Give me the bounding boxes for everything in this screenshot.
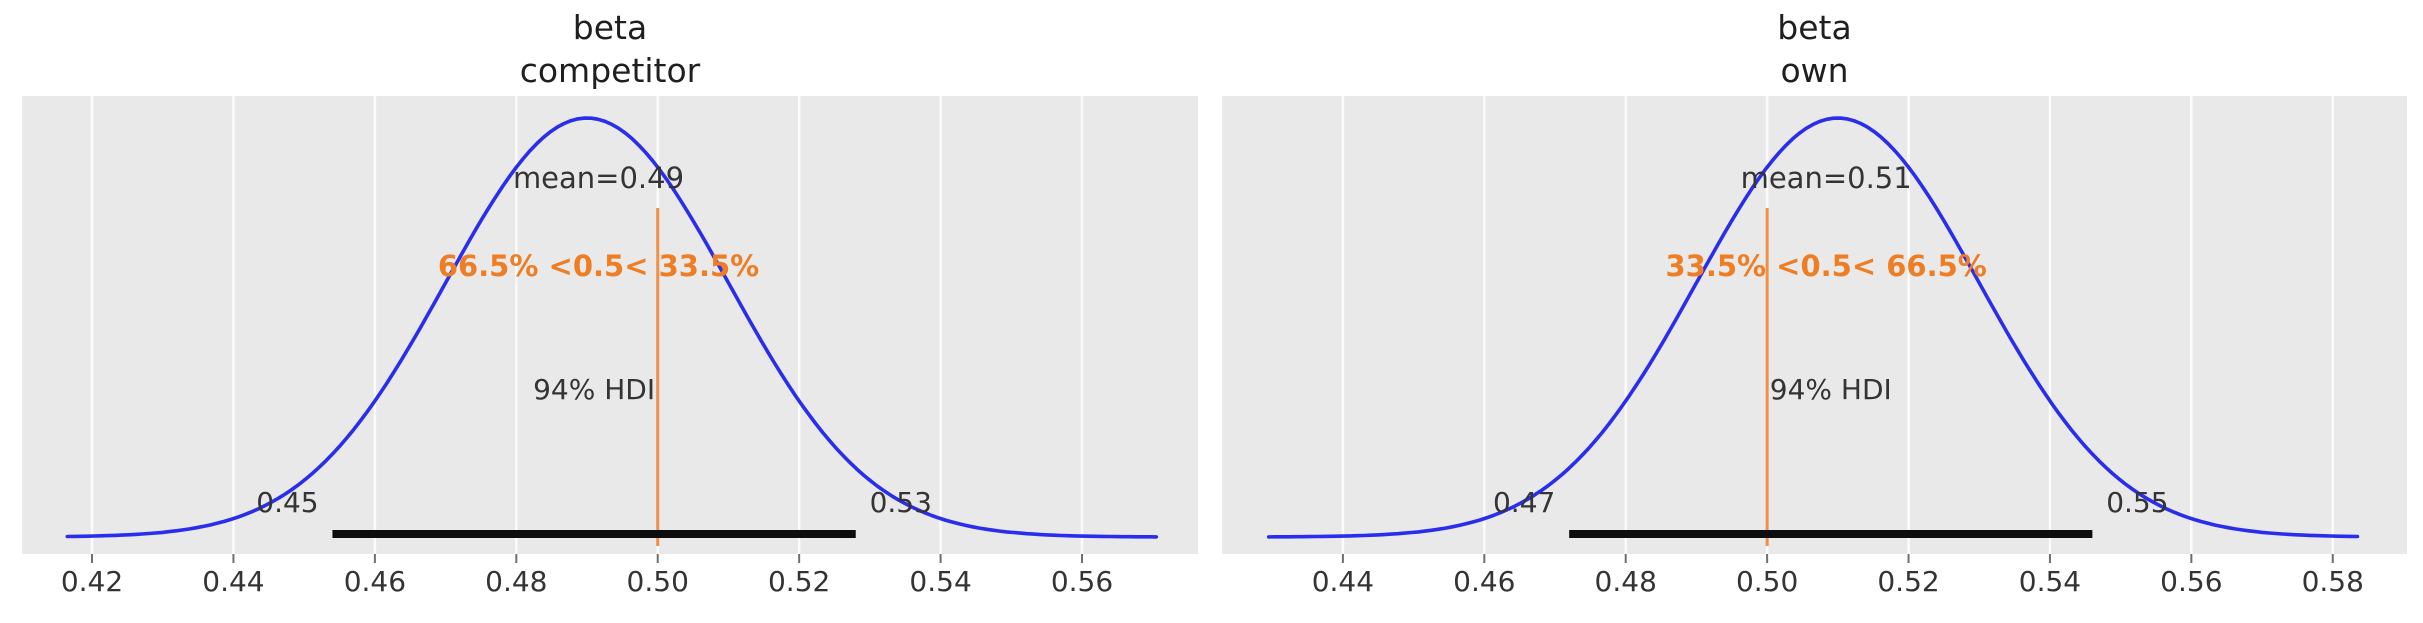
mean-label: mean=0.49	[513, 161, 684, 195]
x-tick-label: 0.44	[1312, 565, 1374, 598]
plot-background	[1222, 96, 2407, 554]
kde-curve	[1266, 116, 2360, 539]
hdi-low-label: 0.45	[256, 486, 318, 519]
x-tick-label: 0.46	[344, 565, 406, 598]
hdi-high-label: 0.55	[2106, 486, 2168, 519]
mean-label: mean=0.51	[1741, 161, 1912, 195]
ref-val-label: 66.5% <0.5< 33.5%	[438, 249, 759, 283]
x-tick-label: 0.56	[2160, 565, 2222, 598]
x-tick-label: 0.58	[2302, 565, 2364, 598]
x-tick-label: 0.42	[61, 565, 123, 598]
chart-layer-0: 0.42 0.44 0.46 0.48 0.50 0.52 0.54 0.56	[22, 96, 1198, 598]
x-tick-label: 0.46	[1453, 565, 1515, 598]
x-tick-label: 0.50	[1736, 565, 1798, 598]
x-tick-label: 0.48	[1595, 565, 1657, 598]
hdi-label: 94% HDI	[533, 373, 655, 406]
kde-plot-1: 0.44 0.46 0.48 0.50 0.52 0.54 0.56 0.58 mean=0.…	[1222, 96, 2407, 598]
x-tick-label: 0.52	[1877, 565, 1939, 598]
chart-layer-1: 0.44 0.46 0.48 0.50 0.52 0.54 0.56 0.58	[1222, 96, 2407, 598]
hdi-low-label: 0.47	[1493, 486, 1555, 519]
x-tick-label: 0.54	[2019, 565, 2081, 598]
kde-curve	[65, 116, 1159, 539]
x-tick-label: 0.50	[627, 565, 689, 598]
ref-val-label: 33.5% <0.5< 66.5%	[1665, 249, 1986, 283]
x-tick-label: 0.52	[768, 565, 830, 598]
x-tick-label: 0.56	[1051, 565, 1113, 598]
kde-plot-0: 0.42 0.44 0.46 0.48 0.50 0.52 0.54 0.56 mean=0.…	[22, 96, 1198, 598]
x-tick-label: 0.48	[485, 565, 547, 598]
hdi-high-label: 0.53	[870, 486, 932, 519]
panel-beta-competitor: beta competitor 0.42 0.44 0.46 0.48 0.50 0.52…	[22, 0, 1198, 623]
plot-background	[22, 96, 1198, 554]
x-tick-label: 0.54	[909, 565, 971, 598]
hdi-label: 94% HDI	[1770, 373, 1892, 406]
x-tick-label: 0.44	[202, 565, 264, 598]
panel-beta-own: beta own 0.44 0.46 0.48 0.50 0.52 0.54 0.56 0.5…	[1222, 0, 2407, 623]
